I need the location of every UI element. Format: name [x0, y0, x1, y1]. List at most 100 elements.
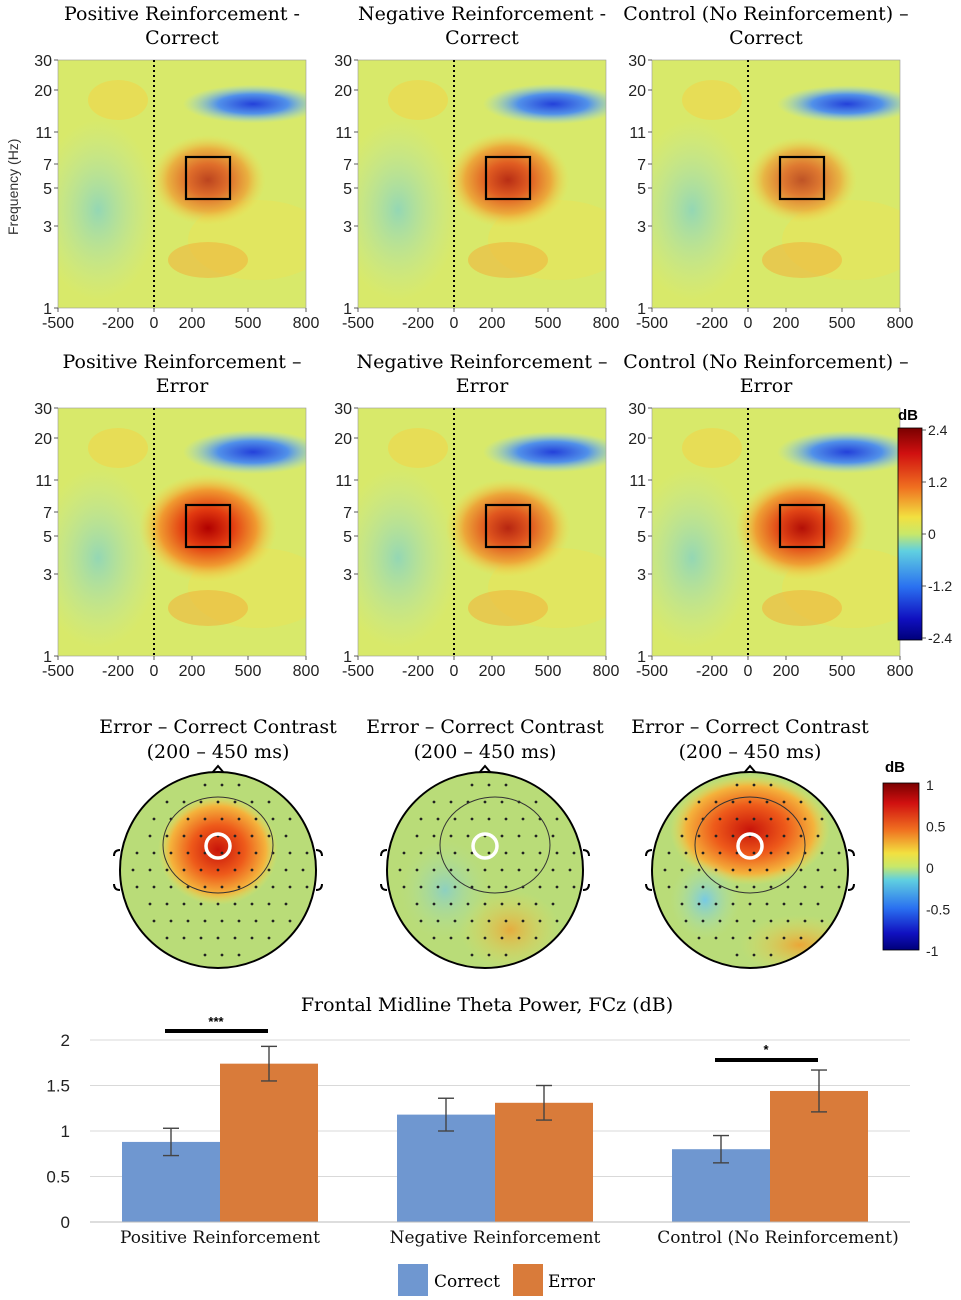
tf-heatmap: [58, 60, 306, 308]
topo-subtitle: (200 – 450 ms): [147, 741, 290, 763]
tf-ytick-label: 20: [334, 431, 352, 448]
bar-error: [770, 1090, 868, 1222]
tf-ytick-label: 1: [637, 649, 646, 666]
tf-xtick-label: -500: [342, 315, 374, 332]
tf-ytick-label: 1: [343, 649, 352, 666]
topo-fcz-marker: [204, 832, 232, 860]
tf-ytick-label: 5: [43, 181, 52, 198]
bar-ytick-label: 0: [61, 1213, 70, 1232]
topo-colorbar-tick-label: 0.5: [926, 819, 946, 835]
topo-nose: [211, 764, 225, 774]
topo-nose: [478, 764, 492, 774]
tf-roi-box: [184, 503, 232, 549]
tf-panel-subtitle: Error: [740, 375, 793, 397]
topo-head-outline: [386, 771, 584, 969]
tf-xtick-label: 800: [293, 315, 320, 332]
tf-ytick-label: 7: [43, 157, 52, 174]
tf-ytick-label: 20: [628, 83, 646, 100]
tf-colorbar-tick-label: -1.2: [928, 578, 952, 594]
tf-ytick-label: 1: [43, 649, 52, 666]
tf-ytick-label: 30: [334, 401, 352, 418]
tf-panel-subtitle: Correct: [729, 27, 803, 49]
tf-heatmap: [358, 408, 606, 656]
tf-ytick-label: 5: [343, 529, 352, 546]
topo-nose: [743, 764, 757, 774]
tf-heatmap: [358, 60, 606, 308]
tf-xtick-label: -500: [636, 663, 668, 680]
tf-ytick-label: 30: [34, 53, 52, 70]
tf-panel: Control (No Reinforcement) –Error3020117…: [623, 351, 914, 680]
tf-xtick-label: 800: [887, 315, 914, 332]
bar-significance-label: *: [763, 1042, 769, 1057]
tf-xtick-label: 200: [773, 315, 800, 332]
topo-fcz-marker: [736, 832, 764, 860]
tf-ytick-label: 20: [34, 431, 52, 448]
topo-fcz-marker: [471, 832, 499, 860]
tf-ytick-label: 11: [35, 125, 52, 142]
tf-ytick-label: 30: [628, 401, 646, 418]
tf-roi-box: [184, 155, 232, 201]
tf-panel: Negative Reinforcement -Correct302011753…: [334, 3, 619, 332]
topo-scalp-map: [652, 772, 848, 968]
tf-heatmap: [58, 408, 306, 656]
topographic-maps: Error – Correct Contrast(200 – 450 ms)Er…: [99, 716, 869, 969]
tf-xtick-label: 200: [179, 663, 206, 680]
tf-panel: Negative Reinforcement –Error3020117531-…: [334, 351, 619, 680]
tf-ytick-label: 5: [637, 529, 646, 546]
tf-xtick-label: 800: [887, 663, 914, 680]
bar-category-label: Negative Reinforcement: [390, 1228, 601, 1248]
tf-ytick-label: 3: [637, 219, 646, 236]
tf-panel-title: Control (No Reinforcement) –: [623, 351, 908, 373]
tf-ytick-label: 11: [335, 125, 352, 142]
topo-ear-right: [582, 849, 590, 891]
tf-ylabel: Frequency (Hz): [5, 139, 21, 235]
tf-roi-box: [778, 155, 826, 201]
tf-ytick-label: 3: [343, 219, 352, 236]
tf-ytick-label: 7: [343, 157, 352, 174]
tf-xtick-label: 200: [479, 315, 506, 332]
bar-ytick-label: 1.5: [46, 1077, 70, 1096]
tf-panel-subtitle: Correct: [145, 27, 219, 49]
tf-ytick-label: 7: [343, 505, 352, 522]
tf-xtick-label: -200: [102, 315, 134, 332]
tf-panel-subtitle: Error: [156, 375, 209, 397]
tf-ytick-label: 7: [637, 505, 646, 522]
tf-xtick-label: -500: [42, 315, 74, 332]
topo-colorbar-tick-label: -1: [926, 943, 939, 959]
tf-panel-title: Negative Reinforcement -: [358, 3, 606, 25]
tf-xtick-label: -200: [402, 315, 434, 332]
topo-head-outline: [119, 771, 317, 969]
topo-colorbar-tick-label: 0: [926, 860, 934, 876]
topo-colorbar: dB 1 0.5 0 -0.5 -1: [882, 759, 950, 959]
tf-ytick-label: 11: [629, 125, 646, 142]
tf-heatmap: [652, 60, 900, 308]
tf-ytick-label: 30: [628, 53, 646, 70]
tf-xtick-label: 200: [773, 663, 800, 680]
bar-ytick-label: 1: [61, 1122, 70, 1141]
tf-ytick-label: 3: [43, 567, 52, 584]
tf-ytick-label: 20: [334, 83, 352, 100]
topo-scalp-map: [387, 772, 583, 968]
tf-xtick-label: 0: [150, 663, 159, 680]
tf-xtick-label: 500: [829, 663, 856, 680]
tf-ytick-label: 20: [628, 431, 646, 448]
tf-ytick-label: 5: [43, 529, 52, 546]
tf-colorbar-unit: dB: [898, 407, 918, 424]
tf-xtick-label: 0: [150, 315, 159, 332]
tf-xtick-label: -200: [102, 663, 134, 680]
bar-significance-label: ***: [208, 1014, 224, 1029]
topo-ear-left: [113, 849, 121, 891]
topo-colorbar-tick-label: 1: [926, 777, 934, 793]
tf-heatmap: [652, 408, 900, 656]
bar-correct: [397, 1114, 495, 1222]
tf-xtick-label: 0: [744, 663, 753, 680]
legend-swatch-error: [513, 1264, 543, 1296]
tf-panel-subtitle: Correct: [445, 27, 519, 49]
tf-ytick-label: 7: [43, 505, 52, 522]
topo-scalp-map: [120, 772, 316, 968]
tf-colorbar-tick-label: -2.4: [928, 630, 952, 646]
bar-category-label: Positive Reinforcement: [120, 1228, 320, 1248]
legend-swatch-correct: [398, 1264, 428, 1296]
topo-colorbar-tick-label: -0.5: [926, 902, 950, 918]
tf-colorbar-tick-label: 0: [928, 526, 936, 542]
